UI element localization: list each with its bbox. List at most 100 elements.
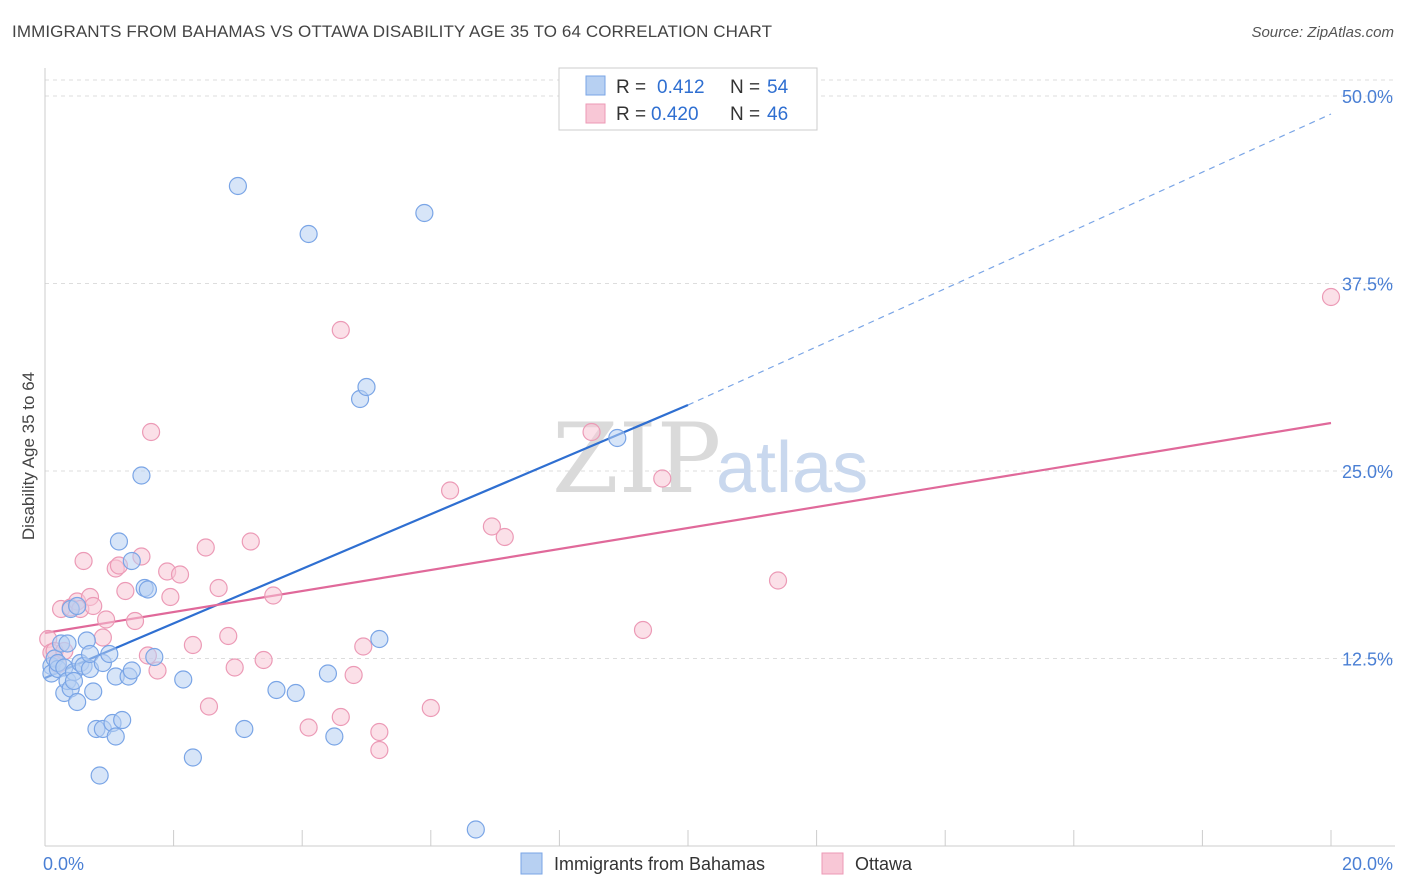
tick-labels: 12.5% 25.0% 37.5% 50.0% 0.0% 20.0% xyxy=(43,87,1393,874)
trend-line-bahamas xyxy=(44,403,689,680)
point-ottawa xyxy=(196,538,215,557)
point-bahamas xyxy=(58,634,77,653)
point-bahamas xyxy=(370,629,389,649)
point-ottawa xyxy=(96,610,116,629)
point-ottawa xyxy=(84,596,103,616)
point-ottawa xyxy=(225,658,244,677)
point-bahamas xyxy=(286,683,305,703)
point-ottawa xyxy=(241,532,260,551)
point-ottawa xyxy=(170,565,190,584)
legend-n-label-bahamas: N = xyxy=(730,77,760,98)
legend-swatch-bahamas xyxy=(585,75,606,96)
point-bahamas xyxy=(64,671,84,691)
point-ottawa xyxy=(440,481,460,500)
point-ottawa xyxy=(1321,287,1341,307)
point-bahamas xyxy=(299,224,318,244)
y-tick-label: 25.0% xyxy=(1342,462,1393,482)
point-ottawa xyxy=(219,626,238,646)
point-bahamas xyxy=(318,664,338,683)
point-bahamas xyxy=(235,719,254,739)
point-bahamas xyxy=(145,647,164,667)
legend-swatch-ottawa xyxy=(585,103,606,124)
x-tick-label: 0.0% xyxy=(43,854,84,874)
point-bahamas xyxy=(138,580,157,599)
bottom-legend-swatch-ottawa xyxy=(821,852,844,875)
y-tick-label: 50.0% xyxy=(1342,87,1393,107)
point-ottawa xyxy=(161,587,180,607)
point-bahamas xyxy=(608,428,627,448)
point-bahamas xyxy=(113,710,132,730)
legend-r-ottawa: 0.420 xyxy=(651,104,699,125)
legend-n-bahamas: 54 xyxy=(767,77,789,98)
legend-r-label-ottawa: R = xyxy=(616,104,646,125)
point-bahamas xyxy=(122,551,141,571)
point-ottawa xyxy=(209,578,228,598)
point-ottawa xyxy=(183,635,202,655)
point-bahamas xyxy=(106,727,125,746)
legend-n-ottawa: 46 xyxy=(767,104,788,125)
legend: R = 0.412 N = 54 R = 0.420 N = 46 xyxy=(558,67,818,131)
point-bahamas xyxy=(174,670,193,689)
point-ottawa xyxy=(141,422,161,442)
point-bahamas xyxy=(325,727,344,746)
point-ottawa xyxy=(495,527,514,547)
point-bahamas xyxy=(90,766,109,785)
point-ottawa xyxy=(482,517,501,536)
point-ottawa xyxy=(331,707,350,727)
point-ottawa xyxy=(125,611,145,631)
point-bahamas xyxy=(183,748,202,767)
point-ottawa xyxy=(93,628,112,647)
bottom-legend: Immigrants from Bahamas Ottawa xyxy=(520,852,913,875)
y-tick-label: 12.5% xyxy=(1342,650,1393,670)
point-bahamas xyxy=(357,377,376,397)
point-ottawa xyxy=(199,697,219,716)
point-bahamas xyxy=(80,644,100,664)
legend-r-label-bahamas: R = xyxy=(616,77,646,98)
trend-lines xyxy=(44,113,1332,680)
point-ottawa xyxy=(653,469,672,488)
point-bahamas xyxy=(68,596,87,616)
point-bahamas xyxy=(228,176,247,196)
point-bahamas xyxy=(466,820,485,839)
point-ottawa xyxy=(74,551,93,571)
point-ottawa xyxy=(299,718,318,737)
x-tick-label: 20.0% xyxy=(1342,854,1393,874)
point-ottawa xyxy=(370,740,389,760)
point-ottawa xyxy=(370,722,389,742)
data-points xyxy=(39,176,1341,839)
bottom-legend-label-bahamas: Immigrants from Bahamas xyxy=(554,854,765,874)
point-ottawa xyxy=(264,586,283,605)
point-ottawa xyxy=(331,320,350,340)
point-bahamas xyxy=(109,532,129,551)
point-ottawa xyxy=(354,637,373,656)
point-ottawa xyxy=(254,650,273,670)
axes xyxy=(44,68,1395,847)
point-ottawa xyxy=(116,581,135,601)
watermark-zip: ZIP xyxy=(552,403,721,515)
point-bahamas xyxy=(122,661,141,680)
point-ottawa xyxy=(768,571,788,590)
point-bahamas xyxy=(68,692,87,712)
trend-line-ottawa xyxy=(44,421,1332,635)
watermark-atlas: atlas xyxy=(716,428,868,508)
trend-line-bahamas-extension xyxy=(687,113,1332,406)
point-bahamas xyxy=(100,644,119,664)
grid-lines xyxy=(45,79,1395,659)
point-ottawa xyxy=(421,698,440,718)
legend-r-bahamas: 0.412 xyxy=(657,77,705,98)
point-bahamas xyxy=(84,682,103,701)
legend-n-label-ottawa: N = xyxy=(730,104,760,125)
point-bahamas xyxy=(267,680,286,700)
chart-title: IMMIGRANTS FROM BAHAMAS VS OTTAWA DISABI… xyxy=(12,22,773,41)
point-bahamas xyxy=(415,203,434,223)
y-axis-label: Disability Age 35 to 64 xyxy=(19,372,38,540)
y-tick-label: 37.5% xyxy=(1342,275,1393,295)
bottom-legend-swatch-bahamas xyxy=(520,852,543,875)
point-ottawa xyxy=(344,665,363,685)
point-ottawa xyxy=(633,620,653,640)
bottom-legend-label-ottawa: Ottawa xyxy=(855,854,913,874)
point-ottawa xyxy=(582,422,601,442)
point-bahamas xyxy=(132,466,151,485)
source-label: Source: ZipAtlas.com xyxy=(1251,24,1394,41)
